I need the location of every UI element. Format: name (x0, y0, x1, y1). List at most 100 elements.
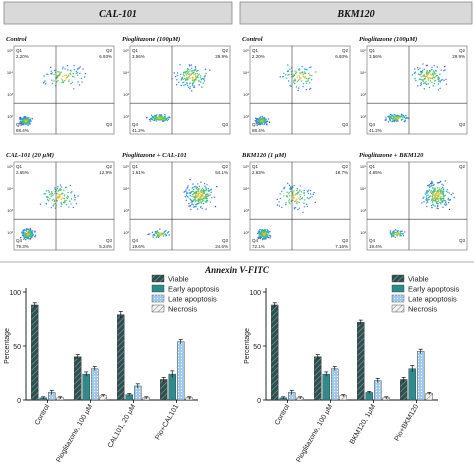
y-axis-label: Percentage (4, 328, 11, 364)
flow-dot (425, 202, 428, 204)
flow-dot (265, 120, 267, 123)
flow-dot (420, 76, 422, 78)
flow-dot (441, 191, 444, 193)
flow-dot (69, 69, 71, 72)
flow-dot (304, 68, 306, 70)
flow-quadrant-id: Q2 (106, 164, 113, 169)
flow-dot (28, 117, 30, 119)
flow-dot (61, 81, 63, 83)
flow-dot (173, 72, 175, 74)
flow-dot (204, 200, 207, 203)
flow-dot (439, 198, 442, 200)
flow-dot (200, 78, 203, 81)
flow-dot (79, 72, 81, 75)
flow-quadrant-id: Q1 (252, 48, 259, 53)
flow-dot (193, 81, 195, 83)
flow-dot (176, 72, 179, 74)
flow-quadrant-value: 54.1% (215, 170, 228, 175)
flow-dot (445, 203, 448, 205)
flow-dot (32, 234, 34, 237)
flow-dot (419, 70, 422, 73)
flow-dot (62, 81, 65, 83)
flow-dot (290, 190, 292, 193)
flow-dot (298, 191, 300, 193)
flow-dot (71, 75, 74, 78)
flow-dot (390, 117, 392, 120)
flow-dot (428, 86, 431, 89)
flow-dot (303, 194, 306, 197)
flow-dot (434, 190, 436, 192)
flow-dot (189, 83, 191, 85)
flow-panel-title: Pioglitazone + CAL-101 (122, 152, 187, 159)
flow-dot (396, 235, 398, 237)
flow-dot (288, 200, 290, 202)
flow-dot (263, 116, 266, 119)
flow-dot (69, 200, 71, 202)
flow-dot (68, 80, 70, 83)
flow-dot (420, 82, 423, 84)
flow-dot (433, 198, 435, 200)
flow-dot (77, 195, 79, 197)
flow-dot (188, 74, 191, 76)
flow-plot-frame (129, 161, 231, 251)
flow-dot (50, 193, 52, 195)
flow-dot (293, 79, 295, 82)
flow-dot (307, 189, 310, 191)
flow-dot (425, 83, 428, 86)
flow-dot (431, 195, 434, 198)
flow-dot (305, 203, 308, 206)
flow-dot (310, 79, 313, 81)
flow-dot (447, 202, 450, 204)
flow-y-tick: 10² (243, 114, 249, 119)
flow-quadrant-value: 19.4% (369, 244, 382, 249)
flow-dot (197, 193, 200, 196)
flow-dot (201, 86, 203, 88)
flow-dot (51, 72, 53, 74)
flow-dot (194, 193, 196, 195)
y-tick-label: 50 (13, 344, 21, 351)
flow-dot (185, 71, 188, 73)
flow-dot (206, 193, 209, 196)
flow-dot (402, 233, 404, 235)
flow-dot (58, 71, 60, 73)
flow-dot (187, 86, 190, 89)
flow-dot (75, 70, 78, 73)
flow-dot (205, 194, 207, 196)
flow-dot (153, 118, 155, 120)
flow-dot (400, 235, 402, 237)
flow-dot (437, 207, 439, 210)
flow-dot (200, 194, 202, 196)
flow-dot (266, 234, 268, 236)
flow-dot (426, 74, 428, 77)
y-tick-label: 50 (253, 344, 261, 351)
flow-dot (199, 196, 202, 199)
flow-dot (146, 117, 148, 119)
flow-dot (56, 81, 58, 83)
flow-dot (209, 201, 212, 203)
flow-dot (206, 199, 209, 202)
x-tick-label: BKM120, 1μM (349, 403, 377, 445)
flow-dot (185, 199, 188, 202)
flow-dot (435, 73, 437, 75)
flow-dot (431, 183, 433, 185)
flow-dot (396, 114, 398, 117)
flow-dot (442, 197, 445, 200)
flow-quadrant-id: Q4 (252, 122, 259, 127)
flow-dot (194, 67, 197, 69)
flow-dot (149, 120, 152, 122)
flow-dot (293, 190, 295, 192)
flow-dot (147, 233, 150, 236)
flow-dot (262, 119, 264, 121)
flow-dot (184, 83, 187, 86)
flow-dot (166, 232, 169, 234)
flow-dot (447, 191, 449, 193)
flow-dot (161, 234, 163, 236)
annexin-axis-title: Annexin V-FITC (204, 265, 270, 275)
flow-y-tick: 10² (360, 114, 366, 119)
flow-dot (438, 187, 441, 189)
flow-dot (189, 86, 191, 88)
flow-dot (423, 88, 425, 90)
flow-dot (34, 236, 36, 238)
flow-quadrant-id: Q1 (369, 164, 376, 169)
